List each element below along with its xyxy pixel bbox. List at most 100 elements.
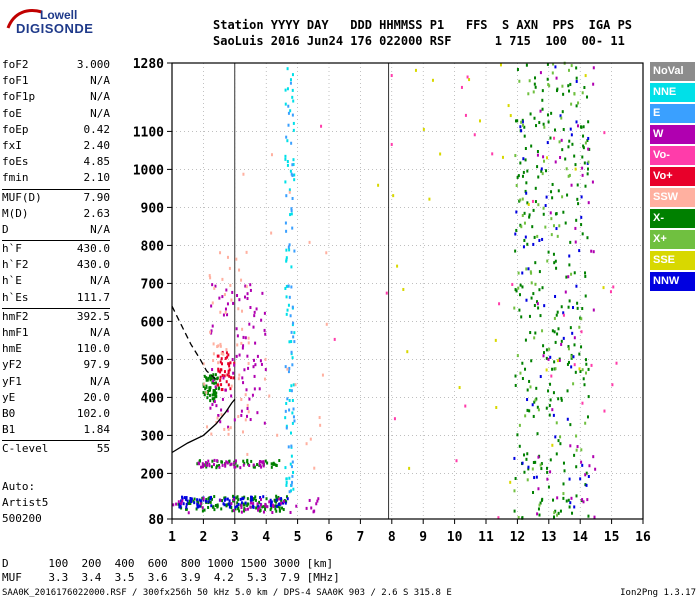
echo-point (184, 497, 187, 501)
echo-point (178, 502, 181, 506)
param-row: C-level 55 (2, 442, 110, 458)
echo-point (236, 334, 239, 338)
param-row: yE 20.0 (2, 391, 110, 407)
echo-point (576, 445, 579, 449)
echo-point (540, 169, 543, 173)
echo-point (317, 497, 320, 501)
param-name: foF2 (2, 58, 29, 71)
echo-point (224, 307, 227, 311)
echo-point (228, 374, 231, 378)
echo-point (215, 381, 218, 385)
echo-point (240, 510, 243, 514)
echo-point (217, 414, 220, 418)
echo-point (520, 129, 523, 133)
echo-point (575, 465, 578, 469)
echo-point (575, 284, 578, 288)
echo-point (259, 498, 262, 502)
echo-point (515, 210, 518, 214)
echo-point (581, 368, 584, 372)
x-tick-label: 8 (388, 530, 396, 545)
echo-point (603, 409, 606, 413)
echo-point (232, 508, 235, 512)
echo-point (585, 483, 588, 487)
param-name: hmF2 (2, 309, 29, 323)
echo-point (198, 459, 201, 463)
echo-point (286, 139, 289, 143)
echo-point (552, 515, 555, 519)
echo-point (226, 355, 229, 359)
echo-point (285, 135, 288, 139)
echo-point (547, 83, 550, 87)
echo-point (555, 266, 558, 270)
echo-point (573, 92, 576, 96)
echo-point (264, 357, 267, 361)
echo-point (209, 399, 212, 403)
echo-point (248, 397, 251, 401)
echo-point (560, 305, 563, 309)
echo-point (292, 99, 295, 103)
echo-point (269, 508, 272, 512)
echo-point (535, 386, 538, 390)
echo-point (235, 327, 238, 331)
echo-point (587, 136, 590, 140)
param-row: D N/A (2, 223, 110, 239)
echo-point (580, 215, 583, 219)
echo-point (282, 501, 285, 505)
echo-point (228, 505, 231, 509)
echo-point (290, 141, 293, 145)
echo-point (565, 167, 568, 171)
echo-point (590, 249, 593, 253)
echo-point (216, 416, 219, 420)
echo-point (396, 264, 399, 268)
echo-point (583, 161, 586, 165)
echo-point (526, 452, 529, 456)
echo-point (530, 359, 533, 363)
echo-point (208, 464, 211, 468)
echo-point (551, 196, 554, 200)
echo-point (212, 399, 215, 403)
echo-point (525, 181, 528, 185)
echo-point (555, 212, 558, 216)
echo-point (288, 398, 291, 402)
echo-point (521, 285, 524, 289)
echo-point (285, 481, 288, 485)
echo-point (198, 504, 201, 508)
echo-point (305, 506, 308, 510)
echo-point (557, 327, 560, 331)
echo-point (234, 507, 237, 511)
echo-point (220, 383, 223, 387)
echo-point (258, 462, 261, 466)
echo-point (562, 92, 565, 96)
param-row: h`F2 430.0 (2, 258, 110, 274)
echo-point (594, 467, 597, 471)
param-name: yE (2, 390, 16, 404)
param-row: yF2 97.9 (2, 358, 110, 374)
echo-point (287, 445, 290, 449)
echo-point (523, 134, 526, 138)
echo-point (211, 403, 214, 407)
echo-point (581, 155, 584, 159)
echo-point (269, 504, 272, 508)
echo-point (455, 459, 458, 463)
echo-point (231, 358, 234, 362)
digisonde-logo: Lowell DIGISONDE (2, 4, 93, 46)
echo-point (541, 237, 544, 241)
echo-point (305, 442, 308, 446)
echo-point (284, 416, 287, 420)
echo-point (196, 499, 199, 503)
echo-point (575, 448, 578, 452)
x-tick-label: 6 (325, 530, 333, 545)
echo-point (522, 157, 525, 161)
echo-point (553, 128, 556, 132)
echo-point (581, 463, 584, 467)
echo-point (583, 383, 586, 387)
echo-point (230, 505, 233, 509)
echo-point (536, 302, 539, 306)
echo-point (576, 124, 579, 128)
echo-point (519, 161, 522, 165)
param-value: 111.7 (76, 290, 110, 304)
echo-point (180, 501, 183, 505)
echo-point (205, 465, 208, 469)
echo-point (286, 67, 289, 71)
echo-point (546, 62, 549, 66)
